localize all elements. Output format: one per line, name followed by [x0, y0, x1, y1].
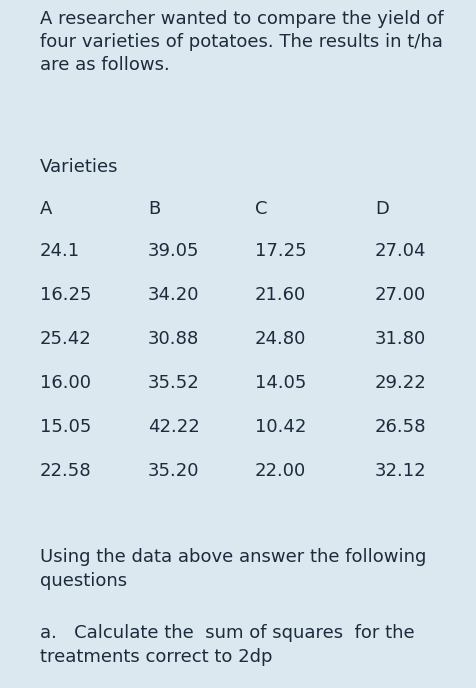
Text: A: A [40, 200, 52, 218]
Text: 42.22: 42.22 [148, 418, 199, 436]
Text: 24.80: 24.80 [255, 330, 306, 348]
Text: 39.05: 39.05 [148, 242, 199, 260]
Text: 35.52: 35.52 [148, 374, 199, 392]
Text: a.   Calculate the  sum of squares  for the: a. Calculate the sum of squares for the [40, 624, 414, 642]
Text: 32.12: 32.12 [374, 462, 426, 480]
Text: 14.05: 14.05 [255, 374, 306, 392]
Text: four varieties of potatoes. The results in t/ha: four varieties of potatoes. The results … [40, 33, 442, 51]
Text: 34.20: 34.20 [148, 286, 199, 304]
Text: 15.05: 15.05 [40, 418, 91, 436]
Text: are as follows.: are as follows. [40, 56, 169, 74]
Text: 25.42: 25.42 [40, 330, 91, 348]
Text: 27.04: 27.04 [374, 242, 426, 260]
Text: 21.60: 21.60 [255, 286, 306, 304]
Text: 22.58: 22.58 [40, 462, 91, 480]
Text: A researcher wanted to compare the yield of: A researcher wanted to compare the yield… [40, 10, 443, 28]
Text: 16.25: 16.25 [40, 286, 91, 304]
Text: B: B [148, 200, 160, 218]
Text: C: C [255, 200, 267, 218]
Text: D: D [374, 200, 388, 218]
Text: 29.22: 29.22 [374, 374, 426, 392]
Text: 35.20: 35.20 [148, 462, 199, 480]
Text: 26.58: 26.58 [374, 418, 426, 436]
Text: treatments correct to 2dp: treatments correct to 2dp [40, 648, 272, 666]
Text: 24.1: 24.1 [40, 242, 80, 260]
Text: 17.25: 17.25 [255, 242, 306, 260]
Text: Using the data above answer the following: Using the data above answer the followin… [40, 548, 426, 566]
Text: questions: questions [40, 572, 127, 590]
Text: 10.42: 10.42 [255, 418, 306, 436]
Text: Varieties: Varieties [40, 158, 118, 176]
Text: 30.88: 30.88 [148, 330, 199, 348]
Text: 27.00: 27.00 [374, 286, 426, 304]
Text: 31.80: 31.80 [374, 330, 426, 348]
Text: 16.00: 16.00 [40, 374, 91, 392]
Text: 22.00: 22.00 [255, 462, 306, 480]
